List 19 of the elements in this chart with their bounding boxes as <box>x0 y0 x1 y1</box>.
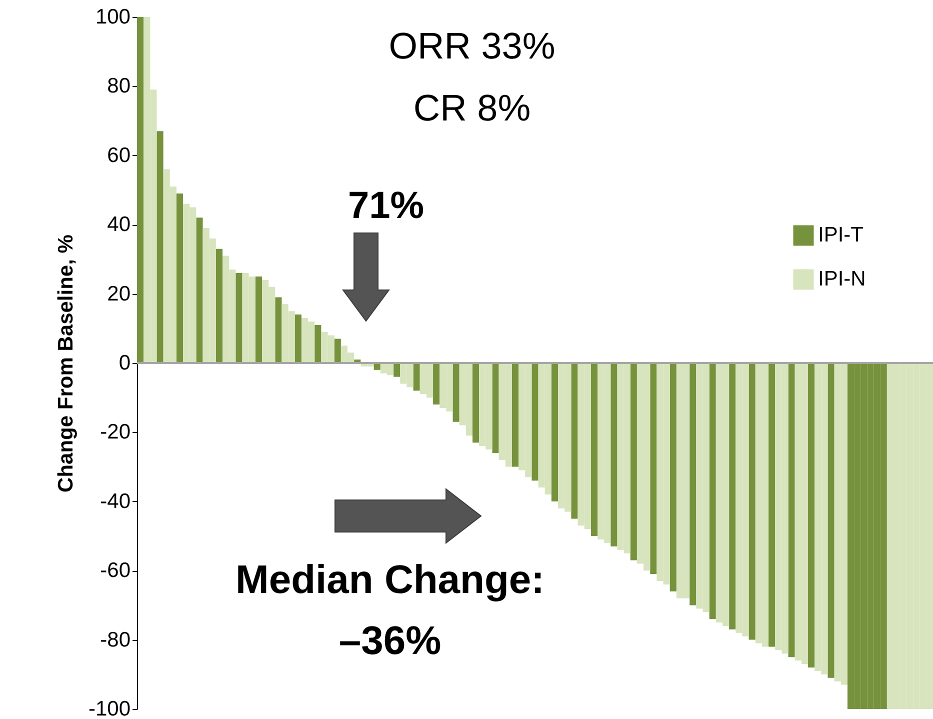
y-tick-label: 60 <box>107 144 130 167</box>
annotation: –36% <box>338 619 442 663</box>
y-tick-label: 40 <box>107 213 130 236</box>
y-tick-label: 80 <box>107 74 130 98</box>
y-tick-label: -60 <box>100 559 130 582</box>
annotation: CR 8% <box>413 88 531 128</box>
y-tick-label: -40 <box>100 490 130 513</box>
legend-label: IPI-N <box>818 268 866 290</box>
annotation: 71% <box>348 185 424 227</box>
y-axis-title: Change From Baseline, % <box>54 234 78 492</box>
y-tick-label: -100 <box>88 698 130 719</box>
y-tick-label: 100 <box>95 6 130 28</box>
y-tick-label: 20 <box>107 282 130 306</box>
y-tick-label: -20 <box>100 420 130 444</box>
annotation: ORR 33% <box>388 26 556 66</box>
y-tick-label: 0 <box>118 352 130 374</box>
annotation: Median Change: <box>236 558 544 602</box>
y-tick-label: -80 <box>100 628 130 652</box>
legend-label: IPI-T <box>818 224 864 246</box>
